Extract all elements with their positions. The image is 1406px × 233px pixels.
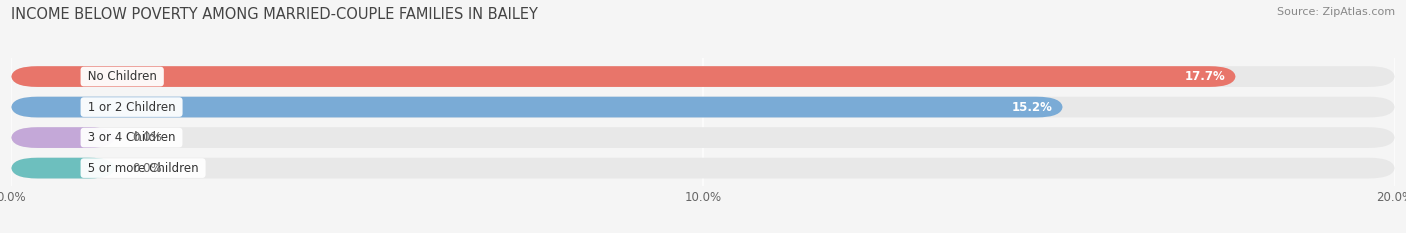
- FancyBboxPatch shape: [11, 97, 1395, 117]
- FancyBboxPatch shape: [11, 66, 1395, 87]
- Text: 0.0%: 0.0%: [132, 162, 162, 175]
- FancyBboxPatch shape: [11, 127, 115, 148]
- Text: 17.7%: 17.7%: [1184, 70, 1225, 83]
- Text: No Children: No Children: [84, 70, 160, 83]
- Text: 5 or more Children: 5 or more Children: [84, 162, 202, 175]
- FancyBboxPatch shape: [11, 158, 115, 178]
- Text: 1 or 2 Children: 1 or 2 Children: [84, 101, 179, 113]
- Text: Source: ZipAtlas.com: Source: ZipAtlas.com: [1277, 7, 1395, 17]
- Text: 15.2%: 15.2%: [1011, 101, 1052, 113]
- Text: 3 or 4 Children: 3 or 4 Children: [84, 131, 179, 144]
- FancyBboxPatch shape: [11, 66, 1236, 87]
- FancyBboxPatch shape: [11, 127, 1395, 148]
- Text: 0.0%: 0.0%: [132, 131, 162, 144]
- FancyBboxPatch shape: [11, 97, 1063, 117]
- Text: INCOME BELOW POVERTY AMONG MARRIED-COUPLE FAMILIES IN BAILEY: INCOME BELOW POVERTY AMONG MARRIED-COUPL…: [11, 7, 538, 22]
- FancyBboxPatch shape: [11, 158, 1395, 178]
